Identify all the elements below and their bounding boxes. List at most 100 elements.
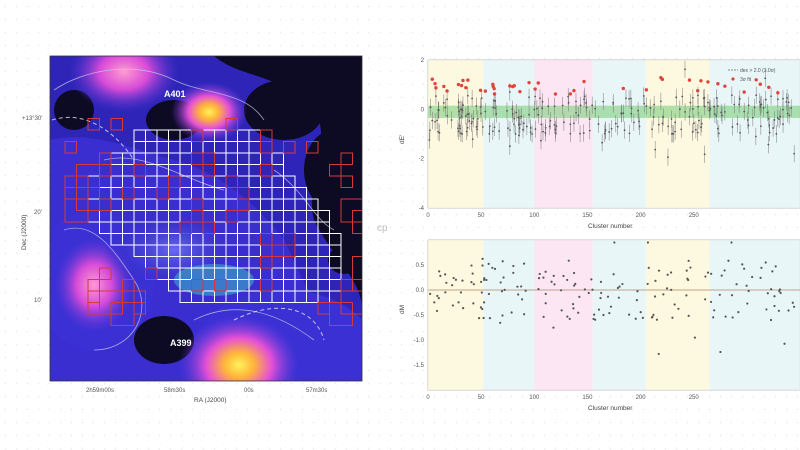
grid-cell-red-large <box>329 302 353 326</box>
grid-cell-red <box>156 187 169 200</box>
data-point <box>499 321 502 324</box>
data-point <box>767 117 770 120</box>
data-point <box>746 119 749 121</box>
data-point <box>702 97 705 100</box>
background-strip <box>592 240 646 390</box>
outlier-point <box>572 88 576 93</box>
bottom-ylabel: dM <box>399 305 406 314</box>
y-tick-label: 2 <box>421 58 425 64</box>
data-point <box>537 113 540 116</box>
data-point <box>480 291 483 294</box>
data-point <box>768 131 771 134</box>
data-point <box>569 123 572 126</box>
data-point <box>774 265 777 268</box>
data-point <box>481 307 484 311</box>
outlier-point <box>533 87 537 91</box>
data-point <box>637 109 639 112</box>
data-point <box>634 317 637 320</box>
outlier-point <box>582 79 586 84</box>
data-point <box>573 284 576 287</box>
data-point <box>577 311 580 314</box>
data-point <box>594 318 597 321</box>
data-point <box>524 289 527 292</box>
x-tick-label: 100 <box>529 213 540 219</box>
data-point <box>747 124 750 127</box>
data-point <box>612 273 615 276</box>
data-point <box>685 269 688 272</box>
data-point <box>678 108 681 111</box>
data-point <box>498 130 501 132</box>
background-strip <box>428 240 484 390</box>
data-point <box>737 311 740 314</box>
data-point <box>751 116 754 119</box>
data-point <box>534 128 537 131</box>
grid-cell-red <box>306 141 319 154</box>
data-point <box>712 316 715 319</box>
data-point <box>731 126 734 128</box>
data-point <box>604 128 607 131</box>
data-point <box>481 126 484 128</box>
data-point <box>439 274 442 277</box>
data-point <box>588 129 591 132</box>
data-point <box>591 288 594 291</box>
grid-cell-red <box>191 129 204 142</box>
data-point <box>537 287 540 291</box>
data-point <box>575 100 577 103</box>
data-point <box>706 271 710 274</box>
grid-cell-red <box>260 141 273 154</box>
grid-cell-red <box>191 152 204 165</box>
y-tick-label: -0.5 <box>414 313 425 319</box>
data-point <box>437 297 440 300</box>
data-point <box>520 298 524 301</box>
data-point <box>493 126 496 129</box>
background-strip <box>534 60 593 208</box>
data-point <box>787 101 790 104</box>
bottom-xlabel: Cluster number <box>588 405 633 412</box>
data-point <box>500 290 504 293</box>
outlier-point <box>508 84 512 88</box>
grid-cell-red <box>99 267 112 280</box>
data-point <box>715 114 718 117</box>
data-point <box>475 105 478 107</box>
data-point <box>562 274 565 278</box>
data-point <box>459 291 463 294</box>
data-point <box>751 275 754 279</box>
outlier-point <box>430 77 434 81</box>
data-point <box>574 282 577 285</box>
data-point <box>647 266 650 269</box>
data-point <box>464 115 467 118</box>
data-point <box>720 274 723 277</box>
data-point <box>709 300 713 304</box>
data-point <box>689 266 692 269</box>
data-point <box>436 119 438 122</box>
outlier-point <box>742 90 746 94</box>
data-point <box>575 111 577 114</box>
data-point <box>442 102 445 104</box>
x-tick-label: 250 <box>689 395 700 401</box>
data-point <box>451 304 454 307</box>
data-point <box>510 311 513 314</box>
xray-map-figure: A401 A399 +13°30' 20' 10' 2h59m00s 58m30… <box>21 55 363 404</box>
data-point <box>700 122 703 125</box>
data-point <box>713 105 715 108</box>
dec-tick-2: 20' <box>34 210 42 216</box>
data-point <box>753 106 756 109</box>
grid-cell-red <box>179 221 192 234</box>
data-point <box>450 284 454 287</box>
data-point <box>477 317 481 320</box>
data-point <box>533 108 536 111</box>
data-point <box>433 301 436 304</box>
data-point <box>523 313 526 316</box>
data-point <box>482 316 485 320</box>
data-point <box>540 139 542 142</box>
data-point <box>577 114 580 117</box>
data-point <box>778 290 781 293</box>
data-point <box>716 127 719 130</box>
data-point <box>655 318 659 321</box>
data-point <box>508 91 511 93</box>
data-point <box>745 284 748 287</box>
data-point <box>472 283 475 286</box>
data-point <box>630 107 633 110</box>
top-xlabel: Cluster number <box>588 223 633 230</box>
data-point <box>769 318 773 322</box>
